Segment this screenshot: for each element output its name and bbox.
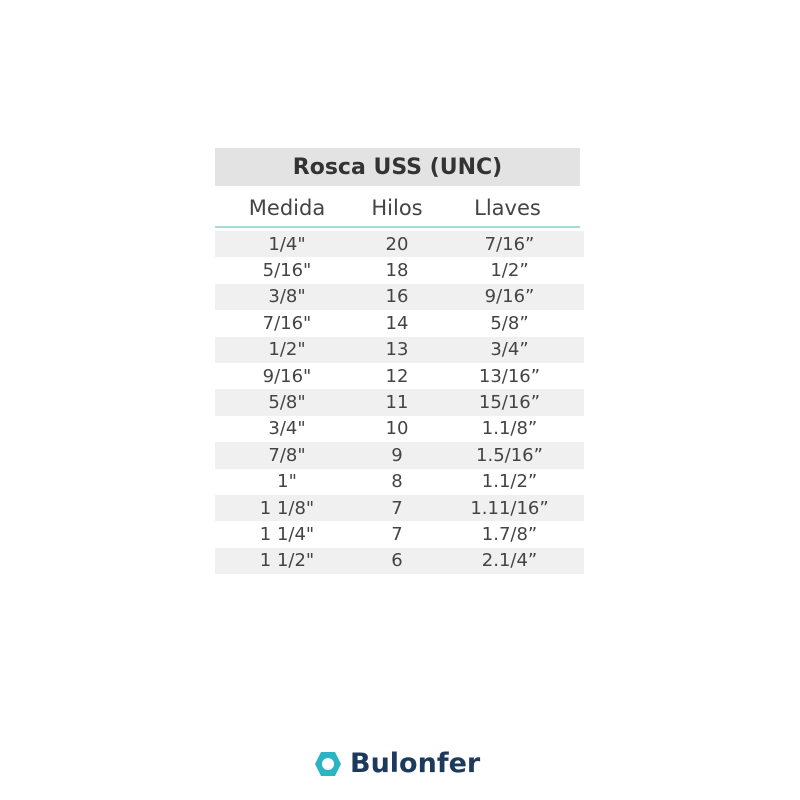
table-row: 7/16" 14 5/8” (215, 310, 584, 336)
table-cell: 10 (385, 418, 409, 440)
table-row: 5/8" 11 15/16” (215, 389, 584, 416)
brand-name: Bulonfer (350, 748, 481, 779)
table-cell: 1 1/2" (259, 550, 315, 572)
table-cell: 12 (385, 365, 409, 387)
table-cell: 1.1/8” (481, 418, 538, 440)
table-cell: 18 (385, 260, 409, 282)
table-cell: 7/8" (268, 444, 306, 466)
table-cell: 15/16” (478, 392, 541, 414)
table-cell: 7/16" (262, 312, 312, 334)
table-cell: 2.1/4” (481, 550, 538, 572)
header-medida: Medida (248, 196, 326, 220)
table-cell: 5/16" (262, 260, 312, 282)
table-cell: 3/8" (268, 286, 306, 308)
table-title: Rosca USS (UNC) (215, 148, 580, 186)
table-cell: 8 (391, 471, 403, 493)
table-cell: 5/8" (268, 392, 306, 414)
table-cell: 7 (391, 523, 403, 545)
table-cell: 14 (385, 312, 409, 334)
table-cell: 1/2” (490, 260, 529, 282)
header-llaves: Llaves (474, 196, 541, 220)
table-row: 1" 8 1.1/2” (215, 469, 584, 495)
header-hilos: Hilos (371, 196, 423, 220)
table-row: 1 1/8" 7 1.11/16” (215, 494, 584, 522)
table-cell: 9 (391, 444, 403, 466)
table-cell: 1/2" (268, 339, 306, 361)
table-cell: 1.5/16” (476, 444, 543, 466)
table-header: Medida Hilos Llaves (215, 190, 580, 228)
table-row: 1/2" 13 3/4” (215, 336, 584, 363)
brand-logo: Bulonfer (314, 748, 480, 779)
table-row: 1/4" 20 7/16” (215, 231, 584, 258)
table-cell: 1 1/4" (259, 523, 315, 545)
table-cell: 7 (391, 497, 403, 519)
table-body: 1/4" 20 7/16” 5/16" 18 1/2” 3/8" 16 9/16” 7/16" 14… (215, 231, 584, 575)
table-row: 7/8" 9 1.5/16” (215, 442, 584, 469)
table-row: 3/4" 10 1.1/8” (215, 416, 584, 442)
table-cell: 3/4” (490, 339, 529, 361)
table-cell: 6 (391, 550, 403, 572)
table-row: 9/16" 12 13/16” (215, 363, 584, 389)
hexagon-nut-icon (315, 751, 341, 776)
table-cell: 16 (385, 286, 409, 308)
table-cell: 1" (277, 471, 297, 493)
table-cell: 1/4" (268, 233, 306, 255)
table-cell: 7/16” (484, 233, 535, 255)
table-cell: 13 (385, 339, 409, 361)
table-row: 1 1/2" 6 2.1/4” (215, 547, 584, 575)
table-row: 5/16" 18 1/2” (215, 257, 584, 283)
table-cell: 1.1/2” (481, 471, 538, 493)
table-row: 3/8" 16 9/16” (215, 283, 584, 311)
table-row: 1 1/4" 7 1.7/8” (215, 521, 584, 547)
table-cell: 9/16” (484, 286, 535, 308)
table-cell: 20 (385, 233, 409, 255)
table-cell: 1 1/8" (259, 497, 315, 519)
table-cell: 1.7/8” (481, 523, 538, 545)
table-cell: 5/8” (490, 312, 529, 334)
table-cell: 13/16” (478, 365, 541, 387)
table-cell: 9/16" (262, 365, 312, 387)
table-cell: 11 (385, 392, 409, 414)
table-cell: 1.11/16” (470, 497, 549, 519)
table-cell: 3/4" (268, 418, 306, 440)
